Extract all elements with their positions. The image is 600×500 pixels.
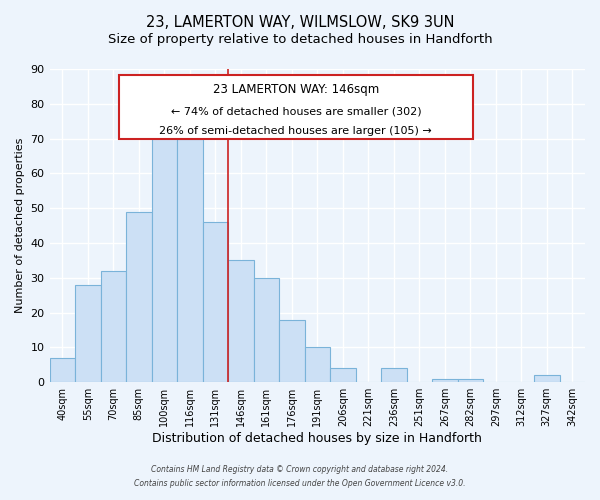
- Text: 23 LAMERTON WAY: 146sqm: 23 LAMERTON WAY: 146sqm: [213, 83, 379, 96]
- Bar: [279, 320, 305, 382]
- Bar: [75, 285, 101, 382]
- Bar: [152, 128, 177, 382]
- Bar: [203, 222, 228, 382]
- Text: Size of property relative to detached houses in Handforth: Size of property relative to detached ho…: [107, 32, 493, 46]
- Bar: [101, 271, 126, 382]
- Bar: [432, 378, 458, 382]
- Bar: [534, 375, 560, 382]
- Bar: [50, 358, 75, 382]
- Bar: [458, 378, 483, 382]
- Bar: [254, 278, 279, 382]
- Bar: [381, 368, 407, 382]
- Bar: [330, 368, 356, 382]
- Bar: [228, 260, 254, 382]
- Text: Contains HM Land Registry data © Crown copyright and database right 2024.
Contai: Contains HM Land Registry data © Crown c…: [134, 466, 466, 487]
- Text: 23, LAMERTON WAY, WILMSLOW, SK9 3UN: 23, LAMERTON WAY, WILMSLOW, SK9 3UN: [146, 15, 454, 30]
- Bar: [177, 138, 203, 382]
- Bar: [305, 348, 330, 382]
- Text: ← 74% of detached houses are smaller (302): ← 74% of detached houses are smaller (30…: [170, 106, 421, 116]
- FancyBboxPatch shape: [119, 76, 473, 140]
- Text: 26% of semi-detached houses are larger (105) →: 26% of semi-detached houses are larger (…: [160, 126, 432, 136]
- X-axis label: Distribution of detached houses by size in Handforth: Distribution of detached houses by size …: [152, 432, 482, 445]
- Y-axis label: Number of detached properties: Number of detached properties: [15, 138, 25, 314]
- Bar: [126, 212, 152, 382]
